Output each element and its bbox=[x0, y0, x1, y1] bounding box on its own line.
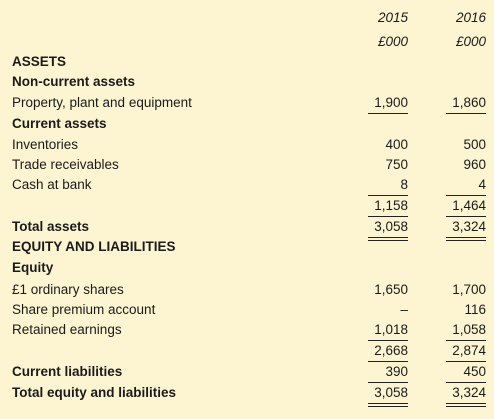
row-label: Cash at bank bbox=[12, 177, 92, 192]
row-label: Inventories bbox=[12, 137, 79, 152]
rule bbox=[446, 361, 486, 362]
row-label: Equity bbox=[12, 260, 54, 275]
rule bbox=[368, 340, 408, 341]
row-value: – bbox=[400, 302, 408, 317]
row-value: 1,058 bbox=[452, 322, 486, 337]
rule bbox=[368, 195, 408, 196]
row-label: Retained earnings bbox=[12, 322, 122, 337]
row-value: 3,058 bbox=[374, 219, 408, 234]
rule bbox=[368, 361, 408, 362]
rule bbox=[368, 406, 408, 407]
row-value: 450 bbox=[463, 364, 486, 379]
row-label: EQUITY AND LIABILITIES bbox=[12, 239, 176, 254]
column-year: 2015 bbox=[377, 10, 408, 25]
row-value: 4 bbox=[478, 177, 486, 192]
row-value: 390 bbox=[385, 364, 408, 379]
row-value: 750 bbox=[385, 157, 408, 172]
row-value: 8 bbox=[400, 177, 408, 192]
row-value: 1,158 bbox=[374, 198, 408, 213]
rule bbox=[368, 113, 408, 114]
row-value: 1,650 bbox=[374, 282, 408, 297]
rule bbox=[368, 237, 408, 238]
row-value: 400 bbox=[385, 137, 408, 152]
row-label: Property, plant and equipment bbox=[12, 95, 192, 110]
row-value: 1,900 bbox=[374, 95, 408, 110]
rule bbox=[446, 240, 486, 241]
column-unit: £000 bbox=[377, 34, 408, 49]
row-label: Non-current assets bbox=[12, 74, 136, 89]
row-value: 1,018 bbox=[374, 322, 408, 337]
rule bbox=[368, 403, 408, 404]
row-value: 960 bbox=[463, 157, 486, 172]
row-value: 3,324 bbox=[452, 385, 486, 400]
row-label: Current liabilities bbox=[12, 364, 123, 379]
row-label: Share premium account bbox=[12, 302, 156, 317]
row-value: 2,668 bbox=[374, 343, 408, 358]
row-value: 1,860 bbox=[452, 95, 486, 110]
rule bbox=[368, 216, 408, 217]
rule bbox=[446, 113, 486, 114]
row-value: 2,874 bbox=[452, 343, 486, 358]
rule bbox=[368, 382, 408, 383]
column-unit: £000 bbox=[455, 34, 486, 49]
rule bbox=[446, 406, 486, 407]
row-label: Total assets bbox=[12, 219, 90, 234]
row-label: ASSETS bbox=[12, 54, 67, 69]
row-value: 500 bbox=[463, 137, 486, 152]
row-value: 1,700 bbox=[452, 282, 486, 297]
row-label: £1 ordinary shares bbox=[12, 282, 124, 297]
rule bbox=[446, 216, 486, 217]
rule bbox=[446, 403, 486, 404]
rule bbox=[446, 195, 486, 196]
column-year: 2016 bbox=[455, 10, 486, 25]
row-label: Total equity and liabilities bbox=[12, 385, 177, 400]
rule bbox=[446, 340, 486, 341]
rule bbox=[446, 237, 486, 238]
rule bbox=[368, 240, 408, 241]
row-value: 1,464 bbox=[452, 198, 486, 213]
row-value: 3,058 bbox=[374, 385, 408, 400]
row-label: Current assets bbox=[12, 116, 107, 131]
row-value: 116 bbox=[464, 302, 486, 317]
row-value: 3,324 bbox=[452, 219, 486, 234]
rule bbox=[446, 382, 486, 383]
row-label: Trade receivables bbox=[12, 157, 119, 172]
